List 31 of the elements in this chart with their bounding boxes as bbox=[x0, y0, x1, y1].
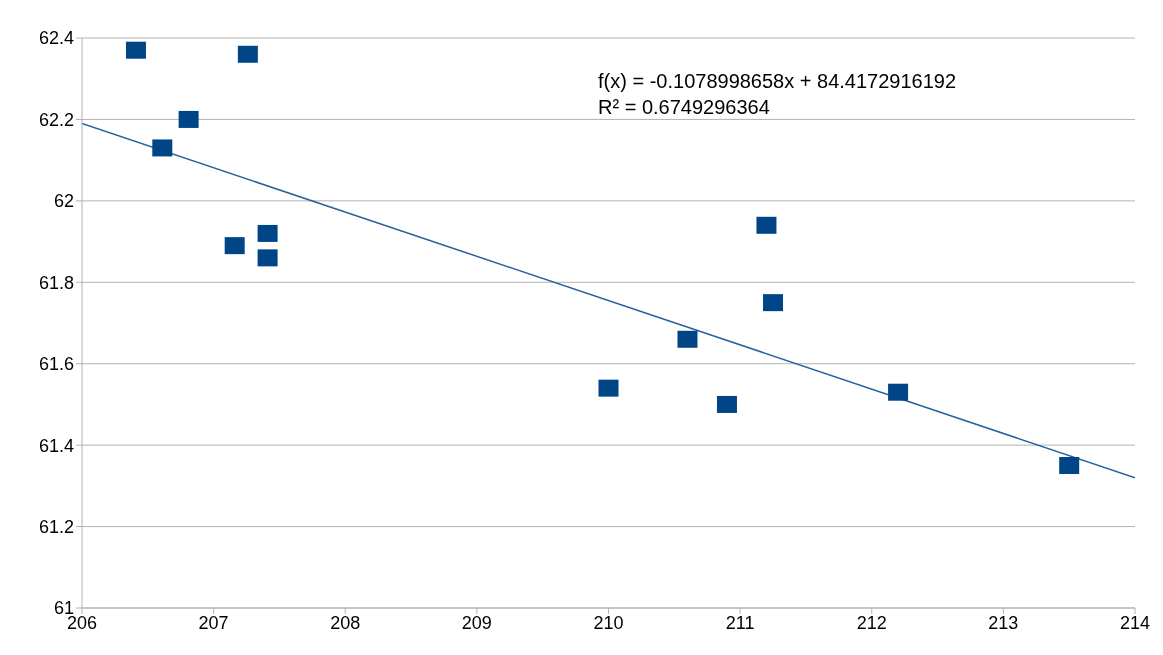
annotation: f(x) = -0.1078998658x + 84.4172916192 bbox=[598, 69, 957, 94]
x-tick-label: 207 bbox=[198, 612, 229, 633]
y-tick-label: 61.4 bbox=[38, 435, 74, 456]
y-tick-label: 61.8 bbox=[38, 272, 74, 293]
point bbox=[152, 139, 173, 157]
x-tick-label: 208 bbox=[330, 612, 361, 633]
point bbox=[224, 237, 245, 255]
point bbox=[756, 216, 777, 234]
point bbox=[677, 330, 698, 348]
y-tick-label: 62.4 bbox=[38, 28, 74, 49]
y-tick-label: 62 bbox=[53, 191, 74, 212]
y-tick-label: 62.2 bbox=[38, 109, 74, 130]
x-tick-label: 210 bbox=[593, 612, 624, 633]
point bbox=[763, 294, 784, 312]
point bbox=[237, 45, 258, 63]
annotation: R² = 0.6749296364 bbox=[598, 95, 771, 120]
x-tick-label: 211 bbox=[725, 612, 755, 633]
point bbox=[257, 224, 278, 242]
point bbox=[888, 383, 909, 401]
x-tick-label: 209 bbox=[461, 612, 492, 633]
y-tick-label: 61.6 bbox=[38, 354, 74, 375]
point bbox=[598, 379, 619, 397]
point bbox=[257, 249, 278, 267]
x-tick-label: 214 bbox=[1119, 612, 1151, 633]
x-tick-label: 213 bbox=[988, 612, 1019, 633]
point bbox=[178, 110, 199, 128]
point bbox=[1059, 457, 1080, 474]
y-tick-label: 61.2 bbox=[38, 516, 74, 537]
point bbox=[716, 395, 737, 413]
x-tick-label: 212 bbox=[856, 612, 887, 633]
point bbox=[125, 41, 146, 59]
